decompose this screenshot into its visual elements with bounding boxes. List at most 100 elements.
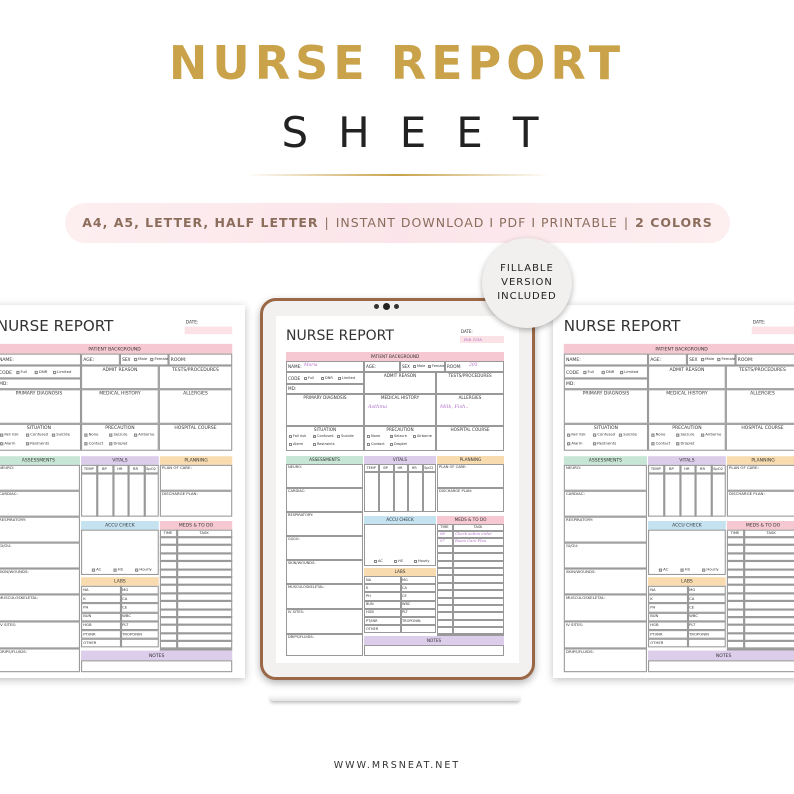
sheet-content: NURSE REPORT DATE: PATIENT BACKGROUND NAME:… — [553, 305, 794, 678]
cell — [286, 426, 364, 451]
checkbox-label: Hourly — [706, 567, 719, 572]
section-bar — [563, 343, 794, 354]
cell — [81, 423, 159, 451]
checkbox — [394, 560, 397, 563]
cell — [686, 612, 690, 622]
cell — [0, 423, 82, 451]
cell — [364, 426, 436, 451]
cell — [400, 608, 402, 617]
filled-value: 07 — [440, 538, 445, 544]
checkbox — [109, 433, 113, 437]
cell — [400, 584, 402, 593]
label: CE — [402, 593, 407, 598]
label: BP — [383, 465, 388, 470]
cell — [686, 594, 690, 604]
checkbox — [414, 560, 417, 563]
checkbox — [390, 443, 393, 446]
label: TROPONIN — [402, 618, 421, 623]
label: TIME — [163, 530, 173, 535]
label: DRIPS/FLUIDS: — [565, 649, 594, 654]
label: PATIENT BACKGROUND — [655, 345, 708, 351]
label: MUSCULOSKELETAL: — [565, 595, 606, 600]
filled-value: Milk, Fish.. — [440, 404, 469, 410]
cell — [286, 384, 364, 394]
label: HGB — [83, 622, 92, 628]
cell — [437, 524, 504, 634]
cell — [743, 529, 746, 649]
label: PATIENT BACKGROUND — [370, 353, 420, 359]
cell — [563, 378, 649, 390]
cell — [127, 464, 130, 517]
checkbox — [84, 433, 88, 437]
section-bar — [0, 456, 80, 465]
checkbox — [651, 433, 655, 437]
cell — [0, 464, 80, 491]
label: TESTS/PROCEDURES — [739, 366, 786, 372]
label: BP — [101, 466, 107, 471]
filled-value: Asthma — [368, 404, 388, 410]
cell — [286, 361, 364, 372]
features: INSTANT DOWNLOAD I PDF I PRINTABLE — [335, 214, 618, 230]
cell — [400, 361, 445, 372]
label: PLAN OF CARE: — [162, 465, 192, 471]
checkbox — [289, 435, 292, 438]
cell — [437, 604, 504, 606]
cell — [286, 560, 363, 584]
checkbox-label: HS — [117, 567, 124, 572]
cell — [159, 632, 233, 635]
label: MEDICAL HISTORY — [666, 390, 708, 396]
checkbox — [337, 435, 340, 438]
label: PLANNING — [184, 457, 208, 463]
label: TESTS/PROCEDURES — [448, 373, 492, 378]
checkbox-label: HS — [398, 558, 403, 563]
date-field — [460, 336, 504, 343]
cell — [437, 581, 504, 584]
cell — [286, 584, 363, 609]
checkbox-label: None — [88, 432, 99, 437]
label: TEMP — [650, 466, 661, 471]
cell — [286, 634, 363, 656]
section-bar — [726, 521, 794, 530]
section-bar — [648, 521, 726, 530]
cell — [437, 530, 504, 532]
label: VITALS — [392, 457, 408, 462]
label: TROPONIN — [122, 631, 143, 637]
checkbox — [592, 442, 597, 446]
section-bar — [0, 343, 233, 354]
cell — [726, 584, 794, 587]
label: DATE: — [461, 329, 473, 334]
section-bar — [437, 456, 504, 464]
label: DISCHARGE PLAN: — [439, 489, 473, 493]
checkbox — [0, 433, 4, 437]
cell — [0, 490, 80, 517]
label: RR — [699, 466, 705, 471]
checkbox — [313, 443, 316, 446]
cell — [648, 365, 726, 390]
label: OTHER — [650, 640, 664, 645]
camera — [383, 303, 390, 310]
checkbox-label: Droplet — [680, 440, 695, 446]
label: HR — [117, 466, 123, 471]
badge-line: VERSION — [501, 277, 553, 288]
label: PATIENT BACKGROUND — [88, 345, 141, 351]
checkbox-label: Limited — [342, 375, 356, 380]
cell — [648, 464, 726, 474]
cell — [726, 592, 794, 595]
subtitle: SHEET — [281, 108, 569, 157]
cell — [686, 630, 690, 639]
label: MEDS & TO DO — [454, 517, 487, 522]
cell — [364, 372, 436, 394]
filled-value: Maria — [304, 363, 318, 368]
cell — [158, 365, 233, 390]
label: PLAN OF CARE: — [439, 465, 467, 469]
label: CODE — [565, 369, 580, 375]
cell — [563, 621, 647, 649]
cell — [96, 464, 99, 517]
date-field — [751, 326, 794, 335]
cell — [159, 648, 233, 651]
checkbox-label: Limited — [624, 369, 639, 374]
label: CA — [402, 585, 407, 590]
label: CODE — [0, 369, 13, 375]
cell — [159, 624, 233, 627]
label: PLAN OF CARE: — [729, 465, 759, 471]
